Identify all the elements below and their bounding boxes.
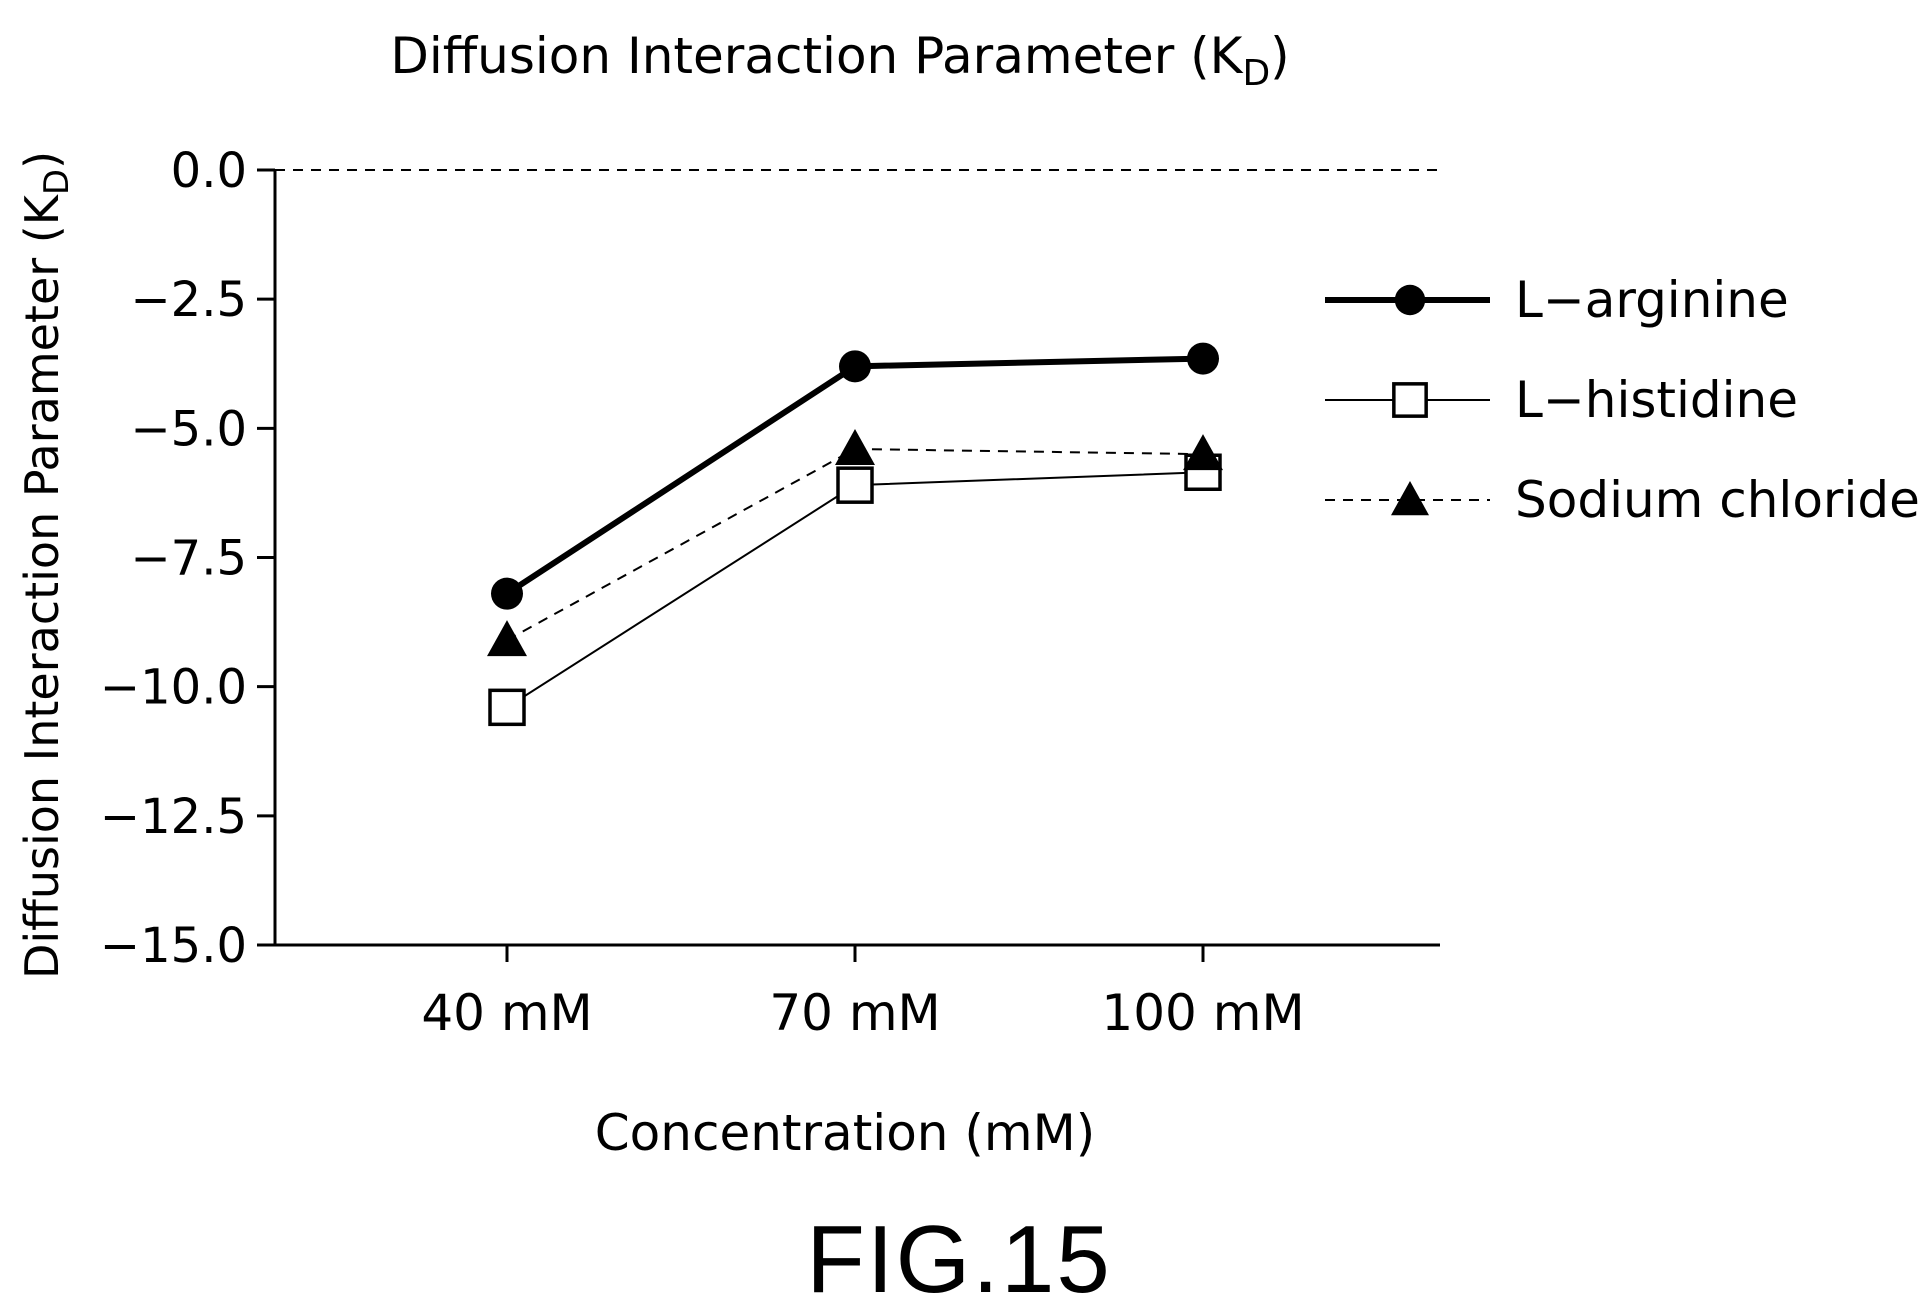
legend: L−arginine L−histidine Sodium chloride [1325,271,1918,529]
legend-item: L−arginine [1325,271,1789,329]
y-axis-label: Diffusion Interaction Parameter (KD) [15,151,77,979]
y-axis-ticks: 0.0 −2.5 −5.0 −7.5 −10.0 −12.5 −15.0 [100,143,275,974]
chart-title-main: Diffusion Interaction Parameter (K [390,27,1243,85]
y-tick-label: 0.0 [171,143,247,199]
x-tick-label: 100 mM [1101,984,1304,1042]
y-tick-label: −5.0 [130,401,247,457]
legend-item: L−histidine [1325,371,1798,429]
data-point [839,350,871,383]
data-point [835,429,875,465]
series-2 [487,429,1223,657]
series-0 [491,342,1219,610]
legend-item: Sodium chloride [1325,471,1918,529]
y-axis-label-subscript: D [37,169,77,195]
series-layer [487,342,1223,727]
data-point [487,620,527,657]
chart-title-suffix: ) [1270,27,1290,85]
data-point [1183,434,1223,471]
data-point [1187,342,1219,375]
y-tick-label: −2.5 [130,272,247,328]
data-point [836,466,874,504]
y-tick-label: −7.5 [130,531,247,587]
x-axis-ticks: 40 mM 70 mM 100 mM [421,945,1305,1042]
chart-title: Diffusion Interaction Parameter (KD) [390,27,1289,94]
legend-label: L−histidine [1515,371,1798,429]
x-tick-label: 40 mM [421,984,592,1042]
series-1 [488,453,1222,727]
legend-marker [1392,382,1428,418]
y-axis-label-suffix: ) [15,151,69,169]
data-point [488,688,526,727]
figure-label: FIG.15 [806,1206,1112,1313]
y-tick-label: −12.5 [100,789,247,845]
x-tick-label: 70 mM [769,984,940,1042]
chart-title-subscript: D [1242,53,1270,94]
y-tick-label: −15.0 [100,918,247,974]
y-axis-label-main: Diffusion Interaction Parameter (K [15,193,69,979]
series-line [506,471,1204,709]
data-point [491,577,523,610]
legend-marker [1394,284,1426,316]
x-axis-label: Concentration (mM) [595,1104,1095,1162]
legend-marker [1391,481,1429,516]
legend-label: Sodium chloride [1515,471,1918,529]
legend-label: L−arginine [1515,271,1789,329]
y-tick-label: −10.0 [100,660,247,716]
